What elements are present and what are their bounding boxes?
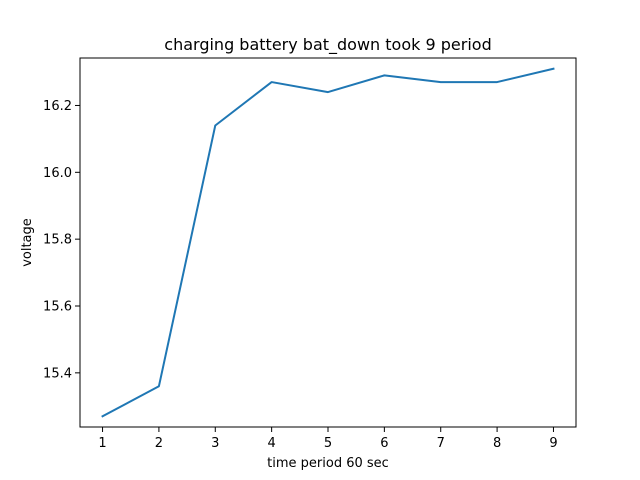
y-axis-label: voltage — [20, 218, 35, 267]
axes-frame — [79, 57, 577, 428]
plot-area — [101, 67, 555, 418]
x-tick-label: 1 — [98, 436, 106, 451]
x-tick-label: 7 — [437, 436, 445, 451]
x-tick-label: 4 — [267, 436, 275, 451]
y-tick-label: 16.0 — [43, 166, 72, 181]
x-tick-label: 8 — [493, 436, 501, 451]
y-axis-ticks: 15.4 15.6 15.8 16.0 16.2 — [43, 99, 80, 381]
series-line-voltage — [101, 67, 555, 418]
chart-title: charging battery bat_down took 9 period — [164, 35, 491, 55]
y-tick-label: 15.4 — [43, 366, 72, 381]
y-tick-label: 16.2 — [43, 99, 72, 114]
x-tick-label: 9 — [549, 436, 557, 451]
x-tick-label: 3 — [211, 436, 219, 451]
x-tick-label: 6 — [380, 436, 388, 451]
x-tick-label: 2 — [155, 436, 163, 451]
y-tick-label: 15.6 — [43, 300, 72, 315]
y-tick-label: 15.8 — [43, 233, 72, 248]
x-tick-label: 5 — [324, 436, 332, 451]
x-axis-ticks: 1 2 3 4 5 6 7 8 9 — [98, 427, 558, 451]
x-axis-label: time period 60 sec — [267, 456, 389, 471]
